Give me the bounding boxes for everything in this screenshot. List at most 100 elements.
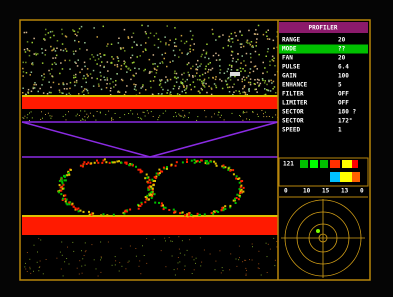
echo — [146, 33, 148, 35]
echo — [273, 48, 275, 50]
echo — [32, 64, 34, 66]
echo — [183, 86, 185, 88]
echo — [27, 48, 29, 50]
echo — [245, 65, 247, 67]
echo — [50, 118, 51, 119]
echo — [229, 64, 231, 66]
echo — [194, 43, 196, 45]
echo — [236, 61, 238, 63]
echo — [30, 273, 31, 274]
echo — [204, 79, 206, 81]
echo — [38, 270, 39, 271]
echo — [125, 268, 126, 269]
echo — [50, 37, 52, 39]
echo — [33, 88, 35, 90]
echo — [77, 65, 79, 67]
echo — [191, 89, 193, 91]
echo — [29, 50, 31, 52]
echo — [224, 208, 226, 210]
echo — [62, 198, 64, 200]
echo — [45, 114, 46, 115]
echo — [106, 87, 108, 89]
echo — [70, 82, 72, 84]
echo — [196, 64, 198, 65]
param-label: GAIN — [282, 73, 297, 80]
echo — [153, 80, 155, 82]
echo — [104, 54, 106, 56]
echo — [88, 211, 90, 213]
echo — [62, 43, 64, 45]
echo — [142, 86, 144, 88]
echo — [92, 213, 94, 215]
echo — [104, 79, 106, 81]
echo — [29, 267, 30, 268]
echo — [156, 69, 158, 71]
param-label: RANGE — [282, 37, 300, 44]
echo — [222, 34, 224, 36]
swatch — [352, 160, 358, 168]
echo — [154, 76, 156, 78]
echo — [239, 246, 240, 247]
echo — [138, 117, 139, 118]
echo — [231, 69, 233, 71]
param-value: OFF — [338, 100, 349, 107]
echo — [240, 43, 242, 45]
echo — [59, 90, 61, 92]
echo — [73, 53, 75, 55]
echo — [234, 76, 236, 78]
echo — [107, 79, 109, 81]
echo — [128, 36, 130, 38]
echo — [258, 25, 260, 27]
echo — [115, 256, 116, 257]
echo — [165, 53, 167, 55]
echo — [27, 271, 28, 272]
echo — [263, 116, 264, 117]
echo — [228, 68, 230, 70]
swatch — [340, 172, 352, 182]
echo — [178, 56, 180, 58]
echo — [101, 256, 102, 257]
echo — [200, 265, 201, 266]
echo — [250, 84, 252, 86]
echo — [262, 78, 264, 80]
echo — [115, 80, 117, 82]
echo — [221, 209, 223, 211]
echo — [206, 44, 208, 46]
echo — [22, 92, 24, 94]
echo — [24, 116, 25, 117]
echo — [83, 119, 84, 120]
echo — [160, 83, 162, 85]
echo — [64, 194, 66, 196]
echo — [166, 66, 168, 68]
echo — [113, 58, 115, 60]
echo — [225, 81, 227, 83]
echo — [215, 85, 217, 87]
echo — [112, 81, 114, 83]
echo — [130, 246, 131, 247]
echo — [239, 182, 241, 184]
echo — [139, 260, 140, 261]
echo — [248, 88, 250, 90]
echo — [70, 169, 72, 171]
echo — [249, 119, 250, 120]
echo — [215, 53, 217, 55]
echo — [103, 77, 105, 79]
echo — [78, 41, 80, 43]
echo — [252, 46, 254, 48]
echo — [188, 214, 190, 216]
echo — [56, 258, 57, 259]
echo — [192, 76, 194, 78]
echo — [30, 268, 31, 269]
echo — [239, 93, 241, 95]
echo — [208, 58, 210, 60]
echo — [120, 68, 122, 70]
echo — [218, 114, 219, 115]
echo — [76, 208, 78, 210]
echo — [154, 68, 156, 70]
echo — [45, 29, 47, 31]
echo — [45, 54, 47, 56]
echo — [242, 81, 244, 83]
echo — [53, 49, 55, 51]
echo — [100, 112, 101, 113]
echo — [206, 116, 207, 117]
